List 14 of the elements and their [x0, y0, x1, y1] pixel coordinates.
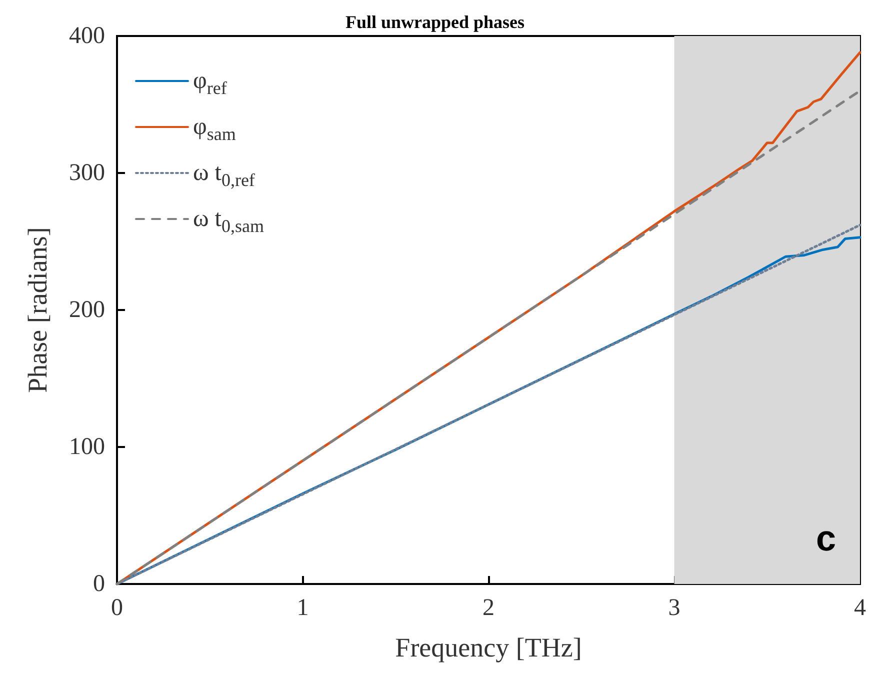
y-tick-label: 200	[69, 297, 105, 323]
y-axis-title: Phase [radians]	[22, 227, 52, 393]
x-tick-label: 3	[668, 595, 680, 621]
chart-title: Full unwrapped phases	[345, 12, 525, 32]
y-tick-label: 0	[93, 571, 105, 597]
annotation: c	[816, 518, 836, 558]
x-tick-label: 4	[854, 595, 866, 621]
x-tick-label: 0	[111, 595, 123, 621]
x-axis-title: Frequency [THz]	[395, 632, 582, 662]
y-tick-label: 400	[69, 23, 105, 49]
y-tick-label: 300	[69, 160, 105, 186]
x-tick-label: 1	[296, 595, 309, 621]
y-tick-label: 100	[69, 434, 105, 460]
x-tick-label: 2	[482, 595, 494, 621]
